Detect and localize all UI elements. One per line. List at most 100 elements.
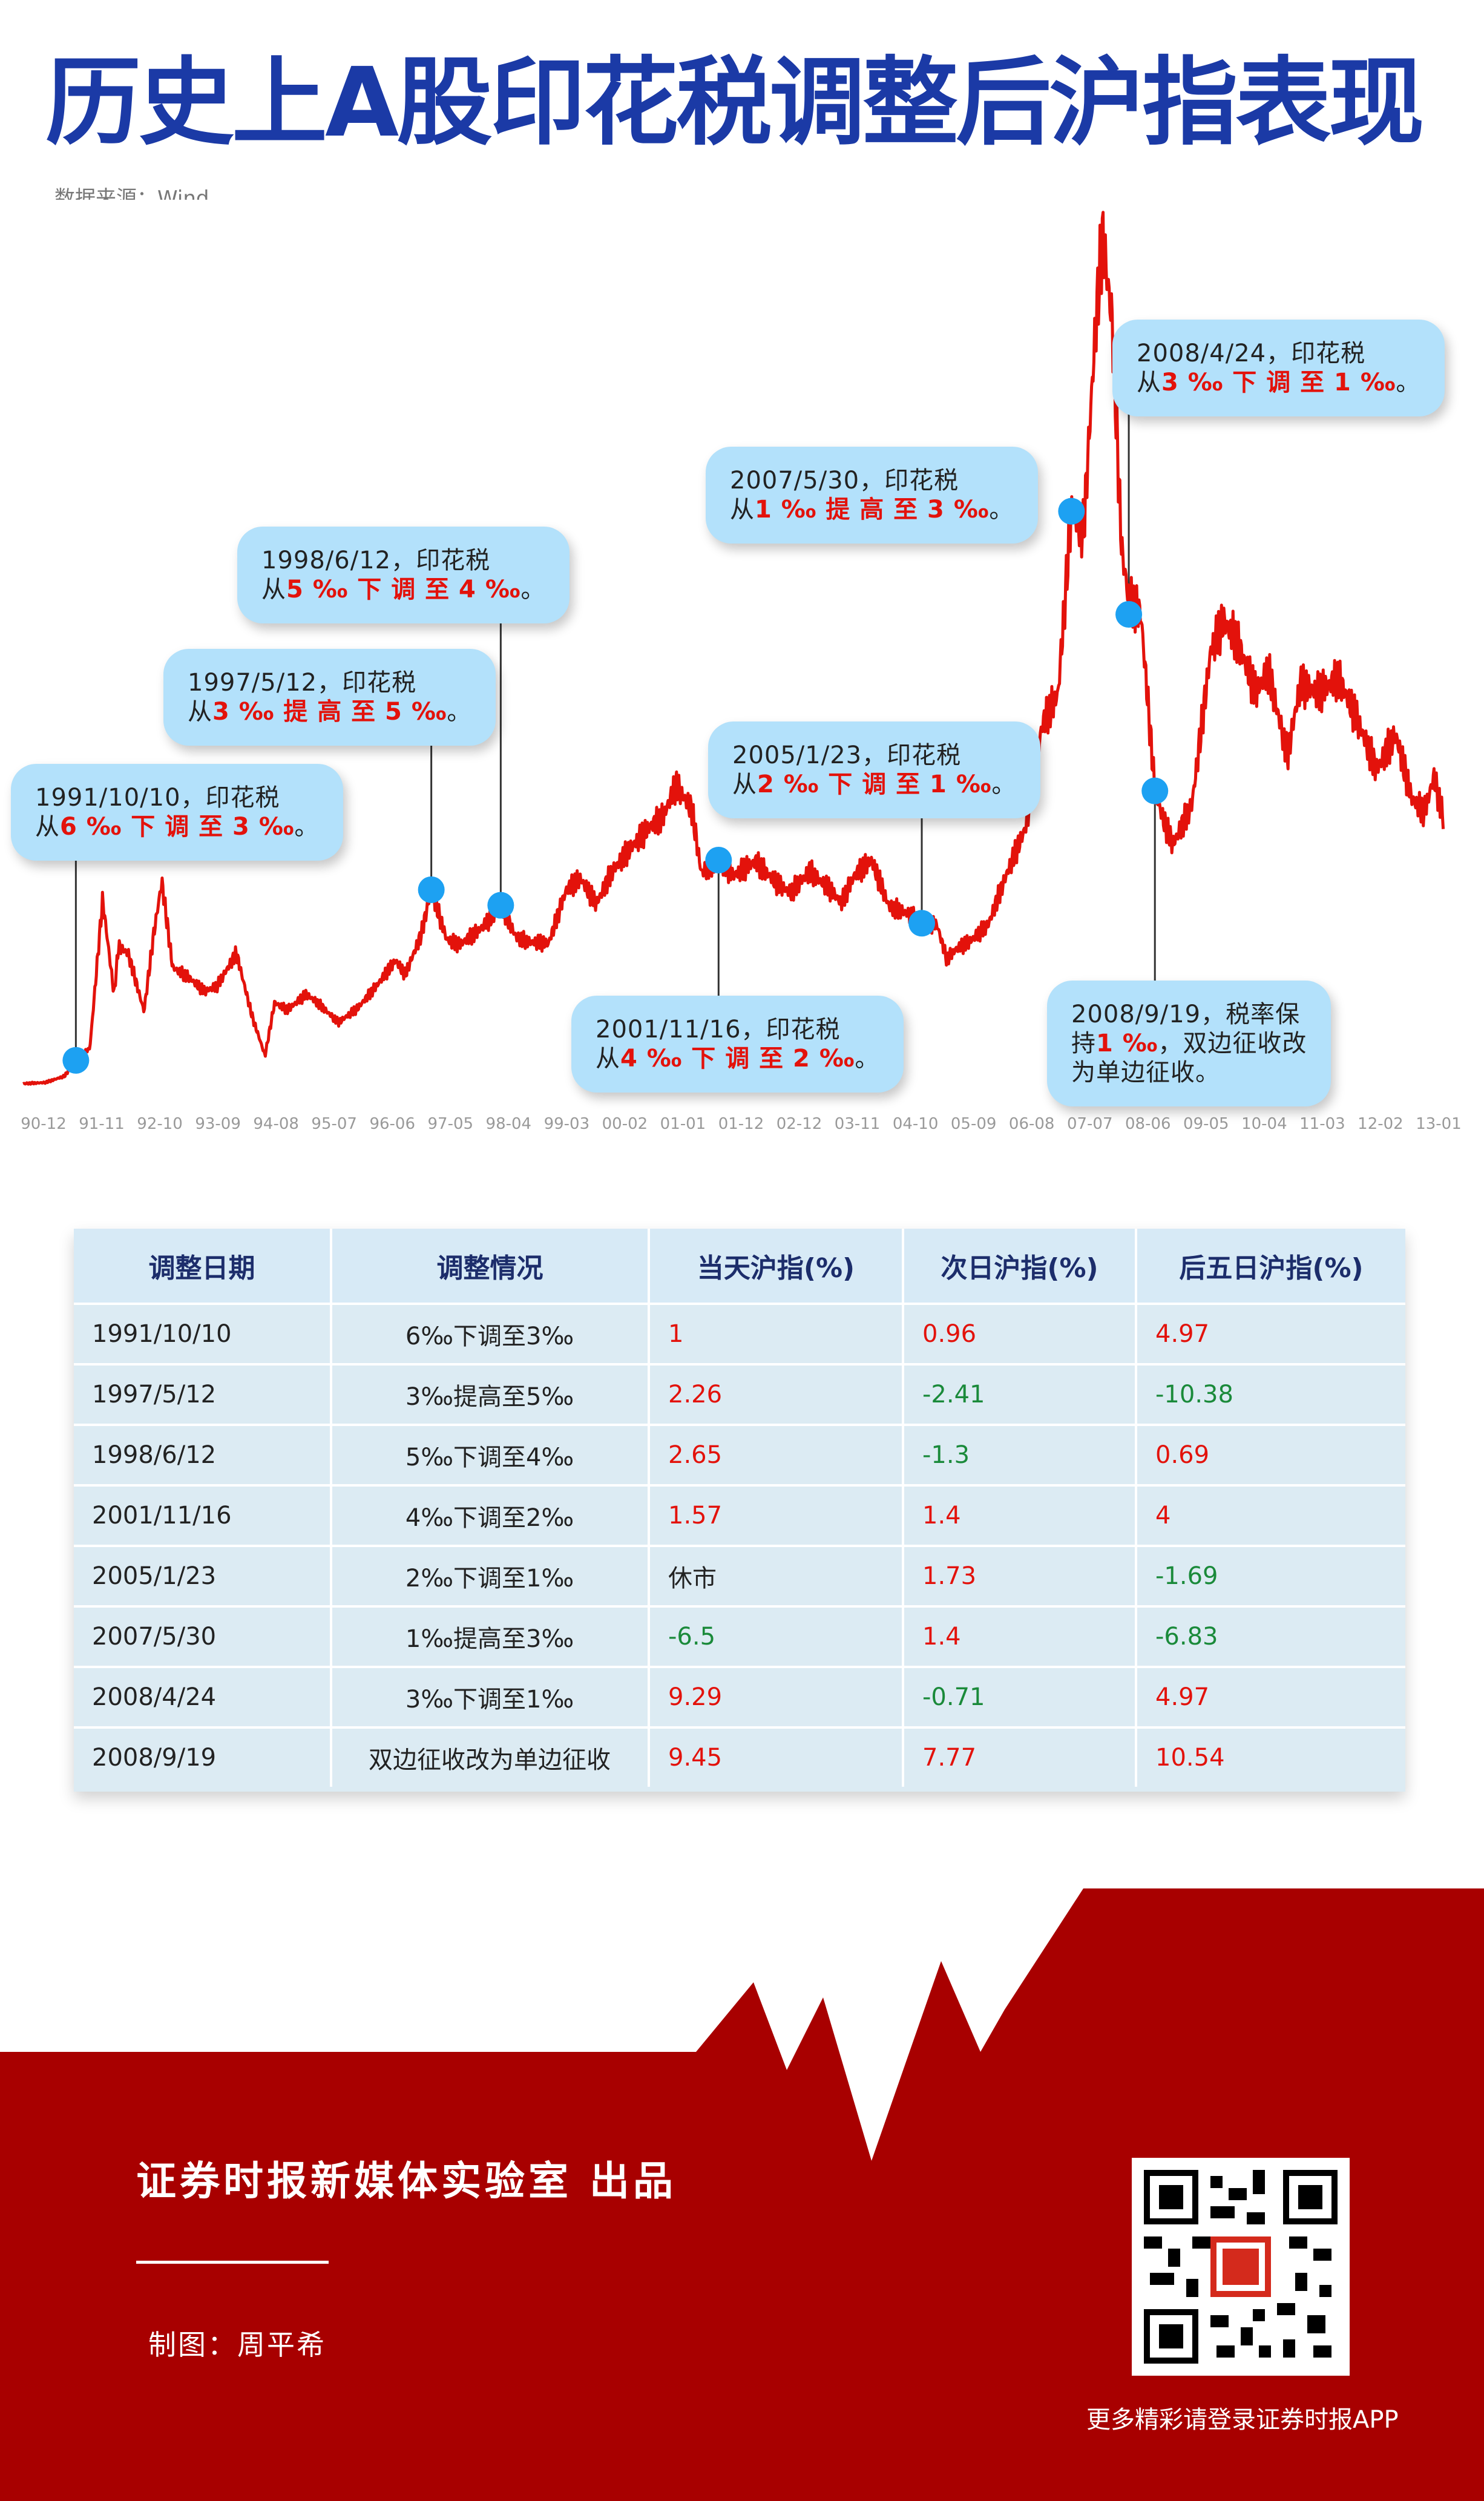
same-day-cell: -6.5 <box>648 1605 903 1667</box>
callout-1998: 1998/6/12，印花税 从5 ‰ 下 调 至 4 ‰。 <box>237 527 570 623</box>
next-day-cell: 0.96 <box>902 1303 1136 1364</box>
next-day-cell: 1.73 <box>902 1545 1136 1606</box>
change-cell: 1‰提高至3‰ <box>330 1605 649 1667</box>
x-tick-label: 95-07 <box>311 1115 357 1133</box>
next-day-cell: 7.77 <box>902 1726 1136 1787</box>
x-tick-label: 01-12 <box>718 1115 764 1133</box>
five-day-cell: 4.97 <box>1135 1666 1405 1727</box>
footer-title: 证券时报新媒体实验室 出品 <box>136 2158 677 2204</box>
five-day-cell: 4 <box>1135 1484 1405 1546</box>
same-day-cell: 2.26 <box>648 1363 903 1425</box>
x-tick-label: 10-04 <box>1241 1115 1287 1133</box>
date-cell: 2005/1/23 <box>74 1545 331 1606</box>
x-tick-label: 91-11 <box>79 1115 125 1133</box>
x-tick-label: 98-04 <box>486 1115 532 1133</box>
x-tick-label: 99-03 <box>544 1115 590 1133</box>
same-day-cell: 2.65 <box>648 1424 903 1485</box>
x-tick-label: 90-12 <box>21 1115 67 1133</box>
date-cell: 1997/5/12 <box>74 1363 331 1425</box>
next-day-cell: -0.71 <box>902 1666 1136 1727</box>
five-day-cell: -6.83 <box>1135 1605 1405 1667</box>
same-day-cell: 1 <box>648 1303 903 1364</box>
five-day-cell: 0.69 <box>1135 1424 1405 1485</box>
callout-2007: 2007/5/30，印花税 从1 ‰ 提 高 至 3 ‰。 <box>706 447 1039 544</box>
x-tick-label: 96-06 <box>369 1115 415 1133</box>
table-row: 1997/5/12 3‰提高至5‰ 2.26 -2.41 -10.38 <box>74 1363 1405 1425</box>
date-cell: 2008/9/19 <box>74 1726 331 1787</box>
footer-credit: 制图：周平希 <box>148 2328 326 2361</box>
next-day-cell: -1.3 <box>902 1424 1136 1485</box>
same-day-cell: 9.29 <box>648 1666 903 1727</box>
date-cell: 1998/6/12 <box>74 1424 331 1485</box>
next-day-cell: 1.4 <box>902 1605 1136 1667</box>
same-day-cell: 休市 <box>648 1545 903 1606</box>
date-cell: 1991/10/10 <box>74 1303 331 1364</box>
event-marker <box>487 892 514 919</box>
header-five-day: 后五日沪指(%) <box>1135 1229 1405 1304</box>
table-row: 2001/11/16 4‰下调至2‰ 1.57 1.4 4 <box>74 1484 1405 1546</box>
change-cell: 4‰下调至2‰ <box>330 1484 649 1546</box>
next-day-cell: -2.41 <box>902 1363 1136 1425</box>
event-marker <box>908 910 936 937</box>
x-tick-label: 11-03 <box>1299 1115 1345 1133</box>
x-tick-label: 07-07 <box>1067 1115 1113 1133</box>
five-day-cell: -1.69 <box>1135 1545 1405 1606</box>
footer-banner <box>0 1888 1484 2501</box>
header-date: 调整日期 <box>74 1229 331 1304</box>
table-row: 1998/6/12 5‰下调至4‰ 2.65 -1.3 0.69 <box>74 1424 1405 1485</box>
x-tick-label: 04-10 <box>893 1115 939 1133</box>
x-tick-label: 05-09 <box>951 1115 997 1133</box>
next-day-cell: 1.4 <box>902 1484 1136 1546</box>
x-tick-label: 08-06 <box>1125 1115 1171 1133</box>
event-marker <box>418 876 445 903</box>
date-cell: 2001/11/16 <box>74 1484 331 1546</box>
change-cell: 2‰下调至1‰ <box>330 1545 649 1606</box>
x-tick-label: 06-08 <box>1009 1115 1055 1133</box>
table-row: 2008/9/19 双边征收改为单边征收 9.45 7.77 10.54 <box>74 1726 1405 1787</box>
callout-2008-sept: 2008/9/19，税率保 持1 ‰，双边征收改 为单边征收。 <box>1047 981 1331 1106</box>
event-marker <box>62 1047 90 1074</box>
x-tick-label: 97-05 <box>428 1115 474 1133</box>
five-day-cell: 10.54 <box>1135 1726 1405 1787</box>
header-next-day: 次日沪指(%) <box>902 1229 1136 1304</box>
qr-code-icon[interactable] <box>1132 2158 1350 2376</box>
callout-2001: 2001/11/16，印花税 从4 ‰ 下 调 至 2 ‰。 <box>571 996 904 1093</box>
date-cell: 2007/5/30 <box>74 1605 331 1667</box>
x-tick-label: 94-08 <box>253 1115 299 1133</box>
callout-2005: 2005/1/23，印花税 从2 ‰ 下 调 至 1 ‰。 <box>708 721 1041 818</box>
shanghai-index-line <box>22 211 1445 1086</box>
x-tick-label: 12-02 <box>1358 1115 1404 1133</box>
callout-1991: 1991/10/10，印花税 从6 ‰ 下 调 至 3 ‰。 <box>11 764 344 861</box>
table-row: 2005/1/23 2‰下调至1‰ 休市 1.73 -1.69 <box>74 1545 1405 1606</box>
change-cell: 3‰下调至1‰ <box>330 1666 649 1727</box>
event-marker <box>1115 601 1143 628</box>
callout-2008-april: 2008/4/24，印花税 从3 ‰ 下 调 至 1 ‰。 <box>1112 320 1445 416</box>
x-tick-label: 00-02 <box>602 1115 648 1133</box>
x-tick-label: 09-05 <box>1183 1115 1229 1133</box>
x-tick-label: 93-09 <box>195 1115 241 1133</box>
table-row: 2008/4/24 3‰下调至1‰ 9.29 -0.71 4.97 <box>74 1666 1405 1727</box>
footer-divider <box>136 2261 329 2264</box>
x-tick-label: 01-01 <box>660 1115 706 1133</box>
x-tick-label: 02-12 <box>776 1115 822 1133</box>
callout-1997: 1997/5/12，印花税 从3 ‰ 提 高 至 5 ‰。 <box>163 649 496 746</box>
footer-more-text: 更多精彩请登录证券时报APP <box>1086 2406 1399 2434</box>
five-day-cell: 4.97 <box>1135 1303 1405 1364</box>
event-marker <box>705 847 732 873</box>
event-marker <box>1058 498 1085 525</box>
change-cell: 6‰下调至3‰ <box>330 1303 649 1364</box>
date-cell: 2008/4/24 <box>74 1666 331 1727</box>
event-marker <box>1141 777 1169 804</box>
table-header-row: 调整日期 调整情况 当天沪指(%) 次日沪指(%) 后五日沪指(%) <box>74 1229 1405 1304</box>
x-tick-label: 03-11 <box>835 1115 881 1133</box>
adjustment-table: 调整日期 调整情况 当天沪指(%) 次日沪指(%) 后五日沪指(%) 1991/… <box>74 1229 1405 1792</box>
change-cell: 双边征收改为单边征收 <box>330 1726 649 1787</box>
header-change: 调整情况 <box>330 1229 649 1304</box>
table-row: 1991/10/10 6‰下调至3‰ 1 0.96 4.97 <box>74 1303 1405 1364</box>
table-row: 2007/5/30 1‰提高至3‰ -6.5 1.4 -6.83 <box>74 1605 1405 1667</box>
change-cell: 5‰下调至4‰ <box>330 1424 649 1485</box>
same-day-cell: 9.45 <box>648 1726 903 1787</box>
page-title: 历史上A股印花税调整后沪指表现 <box>45 47 1424 159</box>
header-same-day: 当天沪指(%) <box>648 1229 903 1304</box>
x-tick-label: 13-01 <box>1416 1115 1462 1133</box>
